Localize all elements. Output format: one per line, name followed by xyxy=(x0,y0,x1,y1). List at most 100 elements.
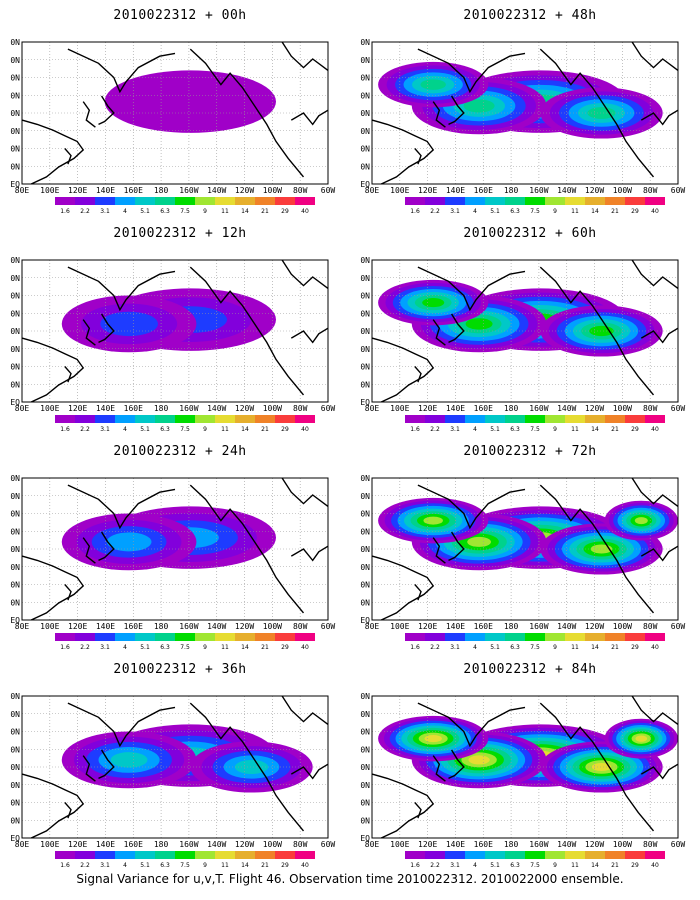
colorbar-swatch xyxy=(55,415,75,423)
colorbar-swatch xyxy=(115,633,135,641)
colorbar-label: 40 xyxy=(651,426,659,433)
variance-contour xyxy=(110,752,148,768)
colorbar-label: 7.5 xyxy=(530,862,540,869)
colorbar-swatch xyxy=(405,415,425,423)
lon-tick-label: 80E xyxy=(15,622,30,631)
lon-tick-label: 120W xyxy=(235,622,254,631)
lon-tick-label: 180 xyxy=(504,186,519,195)
colorbar-label: 1.6 xyxy=(60,426,70,433)
colorbar-label: 5.1 xyxy=(490,208,500,215)
lat-tick-label: 80N xyxy=(10,474,20,483)
lon-tick-label: 140W xyxy=(207,186,226,195)
lon-tick-label: 180 xyxy=(154,404,169,413)
lon-tick-label: 120W xyxy=(235,186,254,195)
lon-tick-label: 100E xyxy=(390,404,409,413)
colorbar-label: 4 xyxy=(473,644,477,651)
colorbar-swatch xyxy=(585,415,605,423)
colorbar-swatch xyxy=(95,851,115,859)
lon-tick-label: 140W xyxy=(207,840,226,849)
coastline xyxy=(539,266,655,396)
variance-contour xyxy=(591,762,612,772)
coastline xyxy=(64,802,72,819)
lat-tick-label: 80N xyxy=(360,256,370,265)
colorbar-label: 11 xyxy=(571,644,579,651)
coastline xyxy=(67,48,176,94)
coastline xyxy=(414,148,422,165)
colorbar-label: 4 xyxy=(473,208,477,215)
lat-tick-label: 20N xyxy=(360,799,370,808)
colorbar-swatch xyxy=(275,851,295,859)
panel-title: 2010022312 + 00h xyxy=(113,8,247,23)
colorbar-label: 5.1 xyxy=(140,644,150,651)
lat-tick-label: EQ xyxy=(360,834,370,843)
lon-tick-label: 60W xyxy=(671,186,686,195)
colorbar-label: 9 xyxy=(553,862,557,869)
colorbar-swatch xyxy=(195,851,215,859)
lon-tick-label: 100E xyxy=(390,622,409,631)
colorbar-label: 14 xyxy=(241,862,249,869)
colorbar-label: 1.6 xyxy=(410,426,420,433)
lon-tick-label: 120W xyxy=(235,404,254,413)
colorbar-swatch xyxy=(95,197,115,205)
coastline xyxy=(432,537,446,564)
colorbar-label: 6.3 xyxy=(510,208,520,215)
lon-tick-label: 100W xyxy=(613,186,632,195)
colorbar-swatch xyxy=(215,851,235,859)
lon-tick-label: 80W xyxy=(293,404,308,413)
lon-tick-label: 60W xyxy=(321,186,336,195)
colorbar-swatch xyxy=(445,633,465,641)
colorbar-swatch xyxy=(215,197,235,205)
colorbar-swatch xyxy=(645,851,665,859)
lon-tick-label: 80E xyxy=(15,404,30,413)
variance-contour xyxy=(463,99,495,113)
colorbar-swatch xyxy=(155,851,175,859)
coastline xyxy=(371,119,435,185)
lon-tick-label: 160W xyxy=(529,186,548,195)
colorbar-label: 2.2 xyxy=(430,862,440,869)
lat-tick-label: 30N xyxy=(10,127,20,136)
colorbar-label: 21 xyxy=(611,208,619,215)
coastline xyxy=(64,148,72,165)
lon-tick-label: 160W xyxy=(179,404,198,413)
coastline xyxy=(631,477,679,507)
colorbar-label: 9 xyxy=(553,208,557,215)
map-panel: 2010022312 + 72h 80N 70N 60N 50N 40N 30N 20N 10N… xyxy=(360,440,700,655)
panel-title: 2010022312 + 24h xyxy=(113,444,247,459)
lat-tick-label: EQ xyxy=(360,616,370,625)
lon-tick-label: 120E xyxy=(418,404,437,413)
colorbar-swatch xyxy=(135,633,155,641)
coastline xyxy=(290,763,329,780)
coastline xyxy=(281,259,329,289)
lat-tick-label: 70N xyxy=(10,274,20,283)
colorbar-swatch xyxy=(235,197,255,205)
lon-tick-label: 80E xyxy=(365,840,380,849)
coastline xyxy=(539,702,655,832)
colorbar-swatch xyxy=(135,197,155,205)
variance-contour xyxy=(423,516,443,525)
lat-tick-label: 70N xyxy=(360,492,370,501)
coastline xyxy=(448,313,465,344)
colorbar-label: 3.1 xyxy=(450,426,460,433)
colorbar-label: 14 xyxy=(241,426,249,433)
variance-contour xyxy=(420,79,446,90)
coastline xyxy=(82,101,96,128)
colorbar-label: 29 xyxy=(631,644,639,651)
colorbar-label: 7.5 xyxy=(530,644,540,651)
lat-tick-label: 40N xyxy=(360,327,370,336)
lon-tick-label: 180 xyxy=(154,840,169,849)
lon-tick-label: 100E xyxy=(40,404,59,413)
lon-tick-label: 120E xyxy=(418,186,437,195)
colorbar-label: 7.5 xyxy=(180,644,190,651)
lon-tick-label: 160W xyxy=(179,186,198,195)
colorbar-swatch xyxy=(445,851,465,859)
lat-tick-label: EQ xyxy=(10,834,20,843)
lon-tick-label: 100E xyxy=(390,840,409,849)
colorbar-label: 2.2 xyxy=(80,644,90,651)
lat-tick-label: 60N xyxy=(10,74,20,83)
colorbar-label: 5.1 xyxy=(490,426,500,433)
lat-tick-label: 80N xyxy=(10,692,20,701)
colorbar-label: 21 xyxy=(611,644,619,651)
lon-tick-label: 120W xyxy=(585,840,604,849)
colorbar-swatch xyxy=(175,851,195,859)
colorbar-swatch xyxy=(275,633,295,641)
